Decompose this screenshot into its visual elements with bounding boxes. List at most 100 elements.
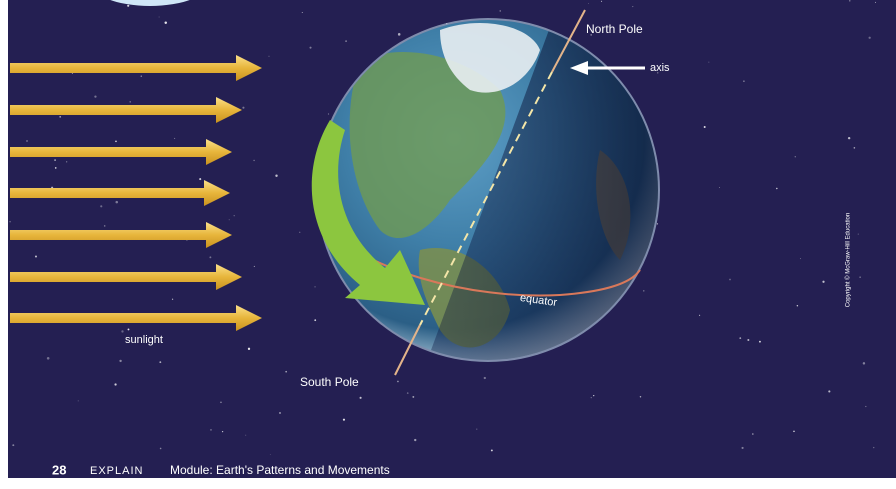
star <box>632 6 634 8</box>
star <box>342 418 346 421</box>
star <box>327 113 330 115</box>
star <box>345 40 347 43</box>
star <box>228 219 230 221</box>
equator-label: equator <box>519 292 558 309</box>
north-pole-label: North Pole <box>586 22 643 36</box>
star <box>159 361 162 364</box>
star <box>776 187 778 190</box>
star <box>828 390 831 393</box>
star <box>54 167 57 169</box>
star <box>314 286 316 288</box>
star <box>397 380 399 383</box>
sunlight-arrow <box>10 180 230 206</box>
star <box>600 0 603 2</box>
earth <box>316 18 660 362</box>
star <box>164 21 168 25</box>
star <box>397 33 401 36</box>
star <box>719 187 720 188</box>
axis-line <box>394 324 421 376</box>
star <box>54 159 56 161</box>
star <box>242 106 245 109</box>
sunlight-arrow <box>10 55 262 81</box>
star <box>115 140 117 143</box>
star <box>794 156 796 158</box>
star <box>210 429 212 431</box>
star <box>729 278 731 281</box>
star <box>71 72 73 74</box>
star <box>247 347 251 350</box>
star <box>412 395 415 398</box>
star <box>406 392 409 394</box>
star <box>862 362 866 365</box>
star <box>129 101 132 103</box>
page-number: 28 <box>52 462 66 477</box>
sunlight-arrow <box>10 222 232 248</box>
star <box>747 338 750 341</box>
star <box>253 265 255 267</box>
axis-line <box>551 9 586 73</box>
star <box>499 10 501 12</box>
star <box>275 174 278 177</box>
sunlight-arrow <box>10 97 242 123</box>
star <box>268 55 270 57</box>
star <box>159 447 162 450</box>
star <box>46 356 50 360</box>
star <box>301 12 303 13</box>
star <box>859 276 861 278</box>
sunlight-arrow <box>10 264 242 290</box>
sunlight-arrow <box>10 305 262 331</box>
star <box>822 280 825 283</box>
star <box>174 137 176 139</box>
star <box>269 453 271 455</box>
module-title: Module: Earth's Patterns and Movements <box>170 463 390 477</box>
star <box>588 3 589 4</box>
star <box>77 400 79 402</box>
star <box>158 16 160 18</box>
star <box>865 405 867 408</box>
star <box>847 136 851 140</box>
star <box>874 1 876 3</box>
star <box>849 0 851 2</box>
star <box>590 397 592 399</box>
section-label: EXPLAIN <box>90 465 143 477</box>
star <box>593 395 595 397</box>
star <box>285 370 287 373</box>
star <box>483 376 486 380</box>
star <box>209 256 212 259</box>
star <box>253 159 255 162</box>
copyright: Copyright © McGraw-Hill Education <box>845 213 852 307</box>
axis-label: axis <box>650 62 670 74</box>
star <box>643 290 645 292</box>
star <box>799 258 801 260</box>
star <box>752 433 754 435</box>
star <box>114 383 117 386</box>
star <box>199 178 202 181</box>
sunlight-arrows <box>10 55 262 331</box>
star <box>796 305 799 307</box>
star <box>873 446 875 449</box>
rotation-arrow <box>311 120 425 305</box>
star <box>414 438 417 442</box>
star <box>590 33 593 36</box>
star <box>121 330 124 333</box>
south-pole-label: South Pole <box>300 375 359 389</box>
sunlight-label: sunlight <box>125 334 163 346</box>
star <box>103 225 106 227</box>
star <box>140 75 142 77</box>
sunlight-arrow <box>10 139 232 165</box>
star <box>759 340 761 343</box>
star <box>853 147 856 149</box>
star <box>359 396 362 399</box>
star <box>66 161 68 163</box>
star <box>221 431 224 433</box>
star <box>127 4 130 7</box>
star <box>26 140 28 142</box>
star <box>279 412 281 414</box>
star <box>868 36 871 39</box>
star <box>245 434 247 436</box>
star <box>115 200 119 204</box>
star <box>309 46 312 49</box>
star <box>100 205 103 208</box>
axis-line-dashed <box>419 71 553 326</box>
star <box>220 401 222 404</box>
